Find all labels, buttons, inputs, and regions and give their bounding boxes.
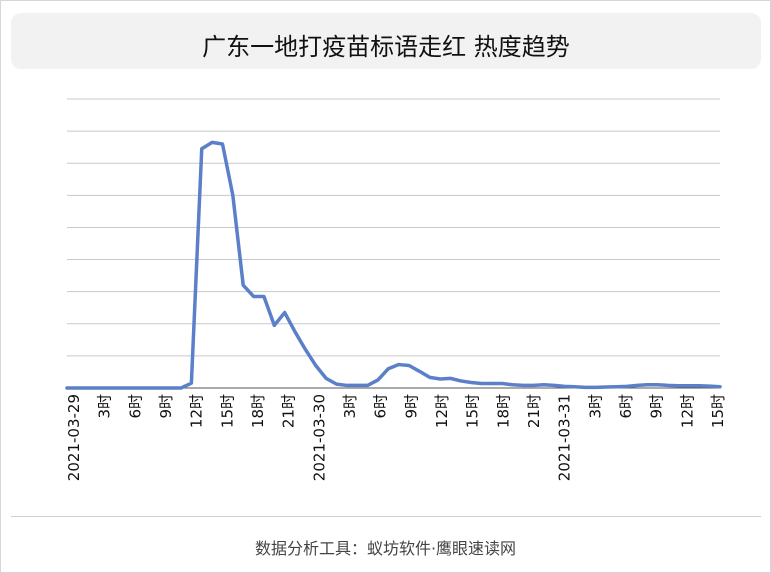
x-tick-label: 21时: [280, 394, 298, 428]
x-tick-label: 15时: [464, 394, 482, 428]
x-tick-label: 21时: [525, 394, 543, 428]
x-tick-label: 15时: [709, 394, 727, 428]
x-tick-label: 2021-03-29: [65, 394, 83, 481]
x-tick-label: 9时: [157, 394, 175, 419]
x-tick-label: 2021-03-31: [556, 394, 574, 481]
footer-source: 数据分析工具：蚁坊软件·鹰眼速读网: [254, 539, 517, 558]
x-tick-label: 18时: [494, 394, 512, 428]
x-tick-label: 9时: [648, 394, 666, 419]
x-tick-label: 9时: [402, 394, 420, 419]
x-tick-label: 15时: [218, 394, 236, 428]
x-tick-label: 18时: [249, 394, 267, 428]
series-line: [65, 140, 722, 390]
x-tick-label: 6时: [126, 394, 144, 419]
x-tick-label: 12时: [188, 394, 206, 428]
x-tick-label: 3时: [96, 394, 114, 419]
x-tick-label: 6时: [372, 394, 390, 419]
title-bar: 广东一地打疫苗标语走红 热度趋势: [11, 13, 761, 69]
x-tick-label: 3时: [586, 394, 604, 419]
footer-divider: [11, 516, 761, 517]
x-tick-label: 3时: [341, 394, 359, 419]
x-tick-label: 6时: [617, 394, 635, 419]
x-tick-label: 12时: [433, 394, 451, 428]
line-chart: 2021-03-29 3时 6时 9时 12时 15时 18时 21时 2021-03-30 3时…: [65, 98, 727, 481]
x-tick-label: 2021-03-30: [310, 394, 328, 481]
chart-title: 广东一地打疫苗标语走红 热度趋势: [202, 33, 570, 61]
x-tick-label: 12时: [678, 394, 696, 428]
